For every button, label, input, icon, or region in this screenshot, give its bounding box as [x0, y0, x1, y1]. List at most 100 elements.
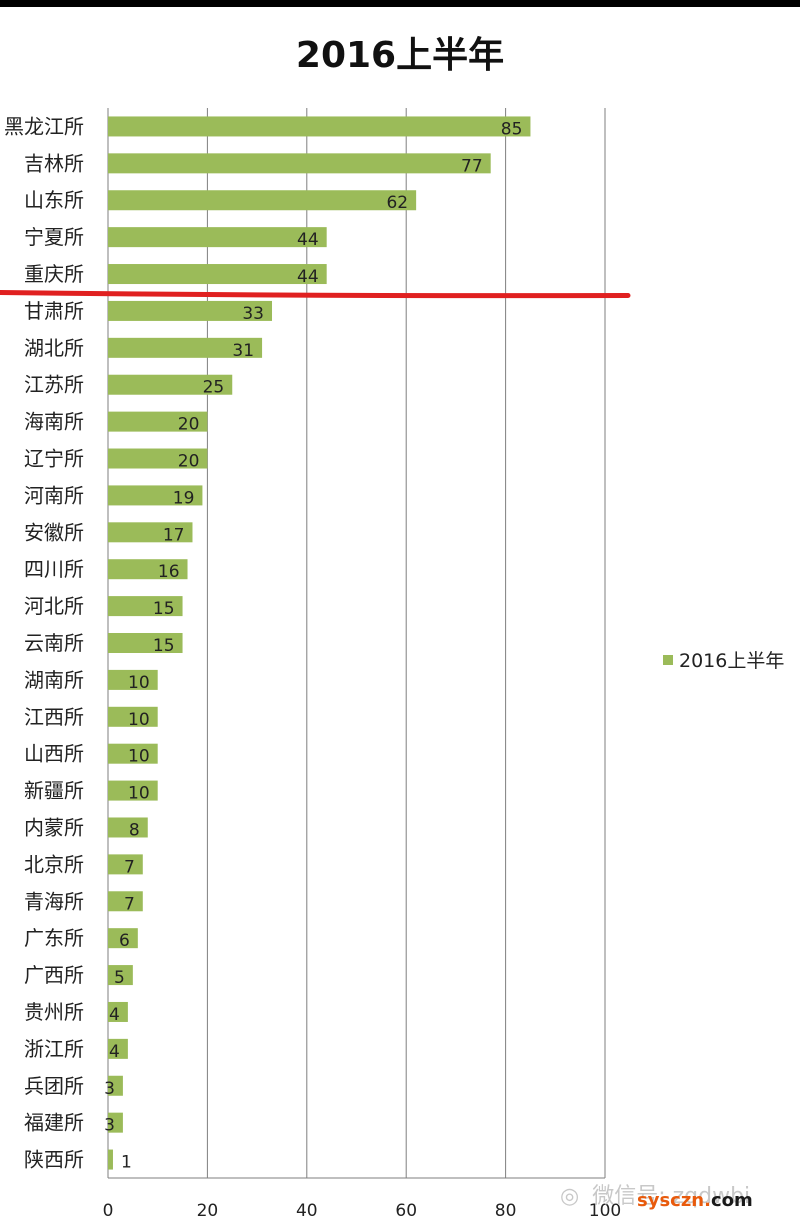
watermark: ◎ 微信号: zqdwbi — [560, 1178, 750, 1210]
x-tick-label: 80 — [495, 1201, 517, 1221]
bar — [108, 116, 531, 137]
bar — [108, 374, 233, 395]
bar — [108, 706, 158, 727]
category-label: 广西所 — [24, 963, 84, 987]
data-label: 3 — [104, 1079, 115, 1099]
data-label: 10 — [128, 747, 150, 767]
category-label: 江苏所 — [24, 373, 84, 397]
data-label: 1 — [121, 1153, 132, 1173]
category-label: 黑龙江所 — [4, 114, 84, 138]
bar — [108, 227, 327, 248]
chart-title: 2016上半年 — [295, 35, 505, 76]
bar — [108, 190, 417, 211]
bar — [108, 928, 138, 949]
category-label: 吉林所 — [24, 151, 84, 175]
category-label: 内蒙所 — [24, 815, 84, 839]
site-tld: com — [710, 1190, 753, 1211]
bar — [108, 965, 133, 986]
category-label: 辽宁所 — [24, 447, 84, 471]
legend: 2016上半年 — [663, 646, 784, 673]
wechat-icon: ◎ — [560, 1184, 580, 1209]
data-label: 19 — [173, 488, 195, 508]
bar — [108, 485, 203, 506]
bar — [108, 1112, 123, 1133]
bar — [108, 633, 183, 653]
top-bar — [0, 0, 800, 7]
category-label: 江西所 — [24, 705, 84, 729]
category-label: 河北所 — [24, 594, 84, 618]
category-label: 云南所 — [24, 631, 84, 655]
bar — [108, 411, 208, 432]
category-label: 山西所 — [24, 742, 84, 766]
category-label: 北京所 — [24, 852, 84, 876]
bar — [108, 337, 263, 358]
bar — [108, 1075, 123, 1096]
data-label: 44 — [297, 230, 319, 250]
data-label: 77 — [461, 156, 483, 176]
data-label: 25 — [203, 378, 225, 398]
bar — [108, 743, 158, 764]
bar — [108, 817, 148, 838]
data-label: 33 — [242, 304, 264, 324]
category-label: 广东所 — [24, 926, 84, 950]
category-label: 贵州所 — [24, 1000, 84, 1024]
data-label: 20 — [178, 452, 200, 472]
data-label: 10 — [128, 710, 150, 730]
category-label: 青海所 — [24, 889, 84, 913]
bar — [108, 153, 491, 174]
data-label: 15 — [153, 599, 175, 619]
x-tick-label: 0 — [103, 1201, 114, 1221]
x-tick-label: 20 — [197, 1201, 219, 1221]
bar — [108, 264, 327, 285]
category-label: 新疆所 — [24, 779, 84, 803]
data-label: 16 — [158, 562, 180, 582]
bar — [108, 854, 143, 875]
category-label: 海南所 — [24, 410, 84, 434]
legend-swatch — [663, 654, 673, 665]
data-label: 10 — [128, 673, 150, 693]
bar — [108, 1038, 128, 1059]
bar — [108, 1149, 113, 1170]
bar — [108, 891, 143, 912]
data-label: 10 — [128, 784, 150, 804]
data-label: 15 — [153, 636, 175, 656]
category-label: 甘肃所 — [24, 299, 84, 323]
category-label: 四川所 — [24, 557, 84, 581]
data-label: 44 — [297, 267, 319, 287]
category-label: 陕西所 — [24, 1148, 84, 1172]
bar — [108, 780, 158, 801]
data-label: 62 — [386, 193, 408, 213]
data-label: 20 — [178, 415, 200, 435]
bar — [108, 669, 158, 690]
x-tick-label: 60 — [395, 1201, 417, 1221]
x-tick-label: 40 — [296, 1201, 318, 1221]
category-label: 河南所 — [24, 483, 84, 507]
data-label: 7 — [124, 857, 135, 877]
category-label: 湖南所 — [24, 668, 84, 692]
watermark-text: 微信号: zqdwbi — [592, 1184, 751, 1209]
bar — [108, 1001, 128, 1022]
data-label: 85 — [501, 119, 523, 139]
category-label: 浙江所 — [24, 1037, 84, 1061]
site-logo: sysczn.com — [637, 1190, 753, 1211]
bar — [108, 448, 208, 469]
category-label: 宁夏所 — [24, 225, 84, 249]
category-label: 兵团所 — [24, 1074, 84, 1098]
data-label: 6 — [119, 931, 130, 951]
annotation-line — [0, 289, 631, 299]
site-name: sysczn — [637, 1190, 705, 1211]
bar — [108, 300, 273, 321]
data-label: 8 — [129, 820, 140, 840]
x-tick-label: 100 — [589, 1201, 621, 1221]
bar — [108, 522, 193, 543]
data-label: 4 — [109, 1005, 120, 1025]
category-label: 重庆所 — [24, 262, 84, 286]
data-label: 4 — [109, 1042, 120, 1062]
data-label: 5 — [114, 968, 125, 988]
data-label: 7 — [124, 894, 135, 914]
legend-label: 2016上半年 — [679, 650, 785, 672]
data-label: 17 — [163, 525, 185, 545]
category-label: 安徽所 — [24, 520, 84, 544]
category-label: 福建所 — [24, 1111, 84, 1135]
